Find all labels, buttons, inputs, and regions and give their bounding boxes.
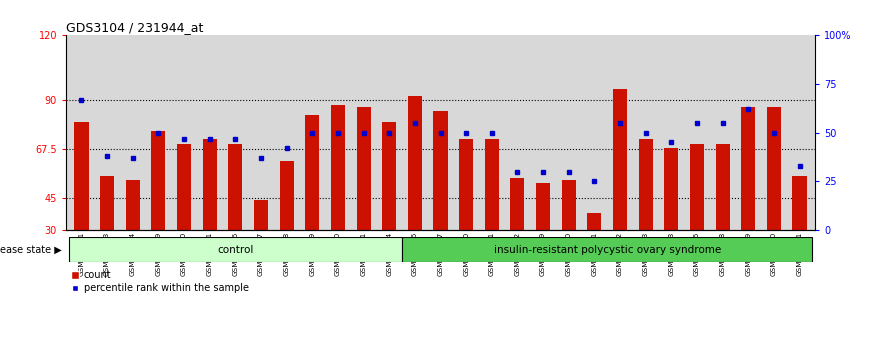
Bar xyxy=(793,176,807,230)
Bar xyxy=(588,213,602,230)
Bar xyxy=(254,200,268,230)
Text: GDS3104 / 231944_at: GDS3104 / 231944_at xyxy=(66,21,204,34)
Text: control: control xyxy=(217,245,254,255)
Bar xyxy=(203,139,217,230)
Bar xyxy=(402,237,812,262)
Bar xyxy=(126,180,140,230)
Bar xyxy=(613,90,627,230)
Bar xyxy=(74,122,88,230)
Text: insulin-resistant polycystic ovary syndrome: insulin-resistant polycystic ovary syndr… xyxy=(493,245,721,255)
Bar xyxy=(690,144,704,230)
Bar xyxy=(485,139,499,230)
Bar xyxy=(639,139,653,230)
Bar xyxy=(357,107,371,230)
Bar xyxy=(177,144,191,230)
Bar xyxy=(766,107,781,230)
Bar xyxy=(459,139,473,230)
Bar xyxy=(228,144,242,230)
Bar xyxy=(433,111,448,230)
Bar xyxy=(69,237,402,262)
Bar xyxy=(100,176,115,230)
Bar xyxy=(562,180,576,230)
Bar xyxy=(152,131,166,230)
Bar xyxy=(664,148,678,230)
Bar xyxy=(382,122,396,230)
Bar xyxy=(536,183,550,230)
Bar xyxy=(331,105,345,230)
Bar xyxy=(279,161,293,230)
Legend: count, percentile rank within the sample: count, percentile rank within the sample xyxy=(71,270,248,293)
Bar xyxy=(408,96,422,230)
Bar xyxy=(741,107,755,230)
Text: disease state ▶: disease state ▶ xyxy=(0,245,62,255)
Bar xyxy=(715,144,729,230)
Bar xyxy=(305,115,319,230)
Bar xyxy=(510,178,524,230)
